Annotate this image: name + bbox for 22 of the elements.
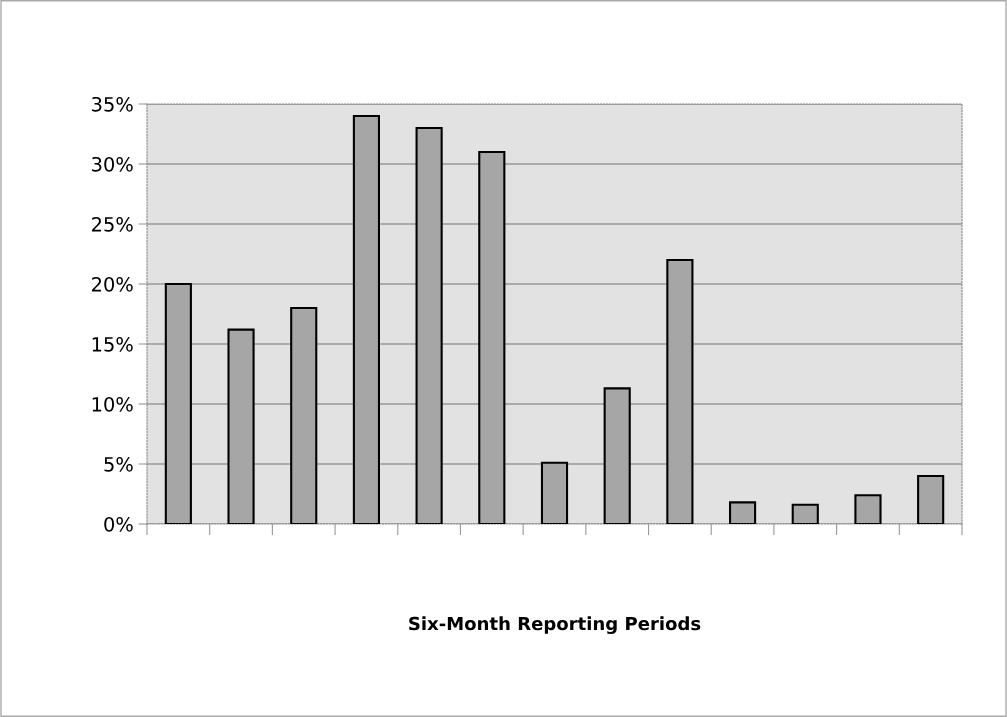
y-tick-label: 35%: [92, 96, 133, 112]
bar: [227, 328, 255, 524]
y-tick-label: 5%: [104, 456, 133, 472]
bar: [164, 282, 192, 524]
y-tick-label: 0%: [104, 516, 133, 532]
y-tick-label: 15%: [92, 336, 133, 352]
bar: [666, 258, 694, 524]
bar: [290, 306, 318, 524]
bar: [603, 387, 631, 524]
bar: [791, 503, 819, 524]
y-tick-label: 30%: [92, 156, 133, 172]
bar: [854, 494, 882, 524]
y-tick-label: 25%: [92, 216, 133, 232]
y-tick-label: 10%: [92, 396, 133, 412]
x-axis-title: Six-Month Reporting Periods: [409, 616, 701, 634]
bar: [352, 114, 380, 524]
bar: [540, 461, 569, 524]
bar: [729, 501, 757, 524]
bar: [917, 474, 945, 524]
bar: [478, 150, 506, 524]
y-tick-label: 20%: [92, 276, 133, 292]
bar: [415, 126, 443, 524]
